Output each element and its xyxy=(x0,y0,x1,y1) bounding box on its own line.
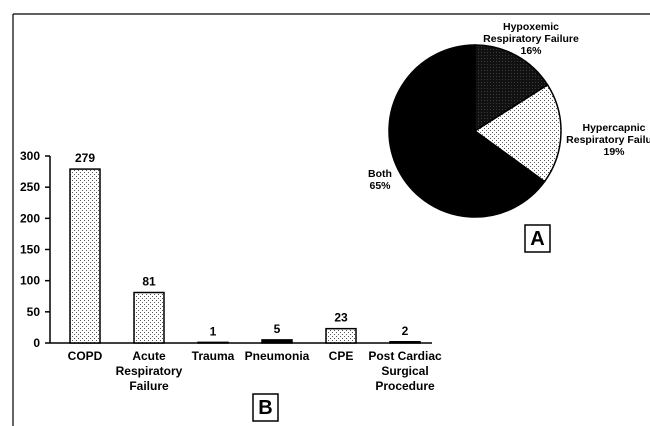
pie-slice-label: 65% xyxy=(369,180,391,192)
y-tick-label: 0 xyxy=(33,336,40,350)
y-tick-label: 200 xyxy=(20,211,40,225)
x-tick-label: CPE xyxy=(329,349,354,363)
pie-slice-label: Hypercapnic xyxy=(582,122,645,134)
pie-slice xyxy=(473,83,562,183)
panel-label-a: A xyxy=(530,228,544,250)
bar-value-label: 1 xyxy=(210,324,217,338)
bar xyxy=(261,339,293,344)
panel-label-b: B xyxy=(258,397,272,419)
x-tick-label: Acute xyxy=(132,349,166,363)
x-tick-label: Pneumonia xyxy=(245,349,310,363)
panel-label-box-a xyxy=(524,224,551,253)
bars: 279 81 1 5 23 2 xyxy=(69,151,421,344)
y-tick-label: 50 xyxy=(27,305,41,319)
pie-slice-label: Both xyxy=(368,168,392,180)
pie-slice-label: 16% xyxy=(520,45,542,57)
pie-slice-label: Respiratory Failure xyxy=(566,134,650,146)
bar-value-label: 2 xyxy=(402,324,409,338)
bar-value-label: 81 xyxy=(142,275,156,289)
bar-value-label: 279 xyxy=(75,151,95,165)
x-tick-label: Trauma xyxy=(192,349,235,363)
y-tick-label: 100 xyxy=(20,274,40,288)
y-tick-label: 150 xyxy=(20,243,40,257)
pie-slice xyxy=(388,44,546,218)
panel-label-box-b xyxy=(252,393,279,422)
pie xyxy=(388,44,562,218)
x-tick-label: Respiratory xyxy=(116,364,183,378)
x-tick-label: Post Cardiac xyxy=(368,349,442,363)
bar-value-label: 23 xyxy=(334,311,348,325)
bar xyxy=(197,341,229,344)
pie-slice xyxy=(474,44,549,133)
y-tick-label: 300 xyxy=(20,149,40,163)
bar xyxy=(389,341,421,344)
pie-slice-label: Respiratory Failure xyxy=(483,33,579,45)
bar-chart-panel: 0 50 100 150 200 250 300 279 81 1 5 23 2 COPD AcuteR… xyxy=(20,149,442,422)
x-tick-label: Surgical xyxy=(381,364,428,378)
bar xyxy=(133,291,165,344)
pie-slice-label: 19% xyxy=(603,146,625,158)
x-tick-label: COPD xyxy=(68,349,103,363)
bar-value-label: 5 xyxy=(274,322,281,336)
y-tick-label: 250 xyxy=(20,180,40,194)
bar xyxy=(325,327,357,344)
bar xyxy=(69,168,101,344)
pie-slice-label: Hypoxemic xyxy=(503,21,559,33)
x-tick-label: Failure xyxy=(129,379,169,393)
x-tick-label: Procedure xyxy=(375,379,435,393)
y-ticks: 0 50 100 150 200 250 300 xyxy=(20,149,50,350)
